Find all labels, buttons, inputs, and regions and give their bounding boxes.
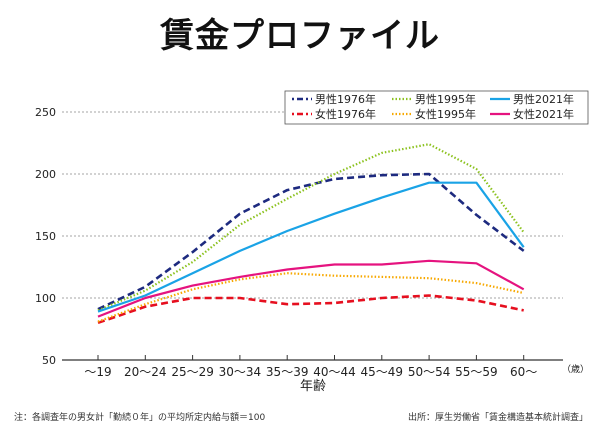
y-tick-label: 100	[35, 292, 56, 305]
series-line-1	[97, 172, 525, 311]
y-tick-label: 200	[35, 168, 56, 181]
y-tick-label: 50	[42, 354, 56, 367]
x-tick-label: 55〜59	[455, 365, 498, 379]
legend-label: 男性1995年	[415, 92, 476, 106]
x-tick-label: 30〜34	[219, 365, 262, 379]
legend-label: 男性1976年	[315, 92, 376, 106]
y-axis: 50 100 150 200 250	[35, 106, 56, 367]
x-axis-unit: （歳）	[562, 363, 589, 375]
x-tick-label: 〜19	[84, 365, 111, 379]
legend-box	[284, 90, 589, 125]
x-tick-label: 25〜29	[171, 365, 214, 379]
legend-label: 男性2021年	[513, 92, 574, 106]
x-axis: 〜19 20〜24 25〜29 30〜34 35〜39 40〜44 45〜49 50〜54 55…	[62, 355, 563, 379]
x-tick-label: 45〜49	[361, 365, 404, 379]
series-line-5	[97, 272, 524, 323]
x-tick-label: 40〜44	[313, 365, 356, 379]
footnote: 注：各調査年の男女計「勤続０年」の平均所定内給与額＝100	[14, 413, 266, 423]
series-lines	[97, 143, 525, 325]
legend-label: 女性1995年	[415, 107, 476, 121]
series-line-3	[97, 181, 525, 313]
series-line-2	[97, 143, 525, 312]
legend-label: 女性2021年	[513, 107, 574, 121]
legend-label: 女性1976年	[315, 107, 376, 121]
x-axis-label: 年齢	[300, 379, 326, 394]
chart-title: 賃金プロファイル	[160, 16, 440, 56]
x-tick-label: 50〜54	[408, 365, 451, 379]
source-note: 出所：厚生労働省「賃金構造基本統計調査」	[407, 413, 588, 423]
x-tick-label: 35〜39	[266, 365, 309, 379]
series-line-6	[97, 259, 525, 318]
y-tick-label: 250	[35, 106, 56, 119]
x-tick-label: 20〜24	[124, 365, 167, 379]
y-tick-label: 150	[35, 230, 56, 243]
x-tick-label: 60〜	[510, 365, 537, 379]
